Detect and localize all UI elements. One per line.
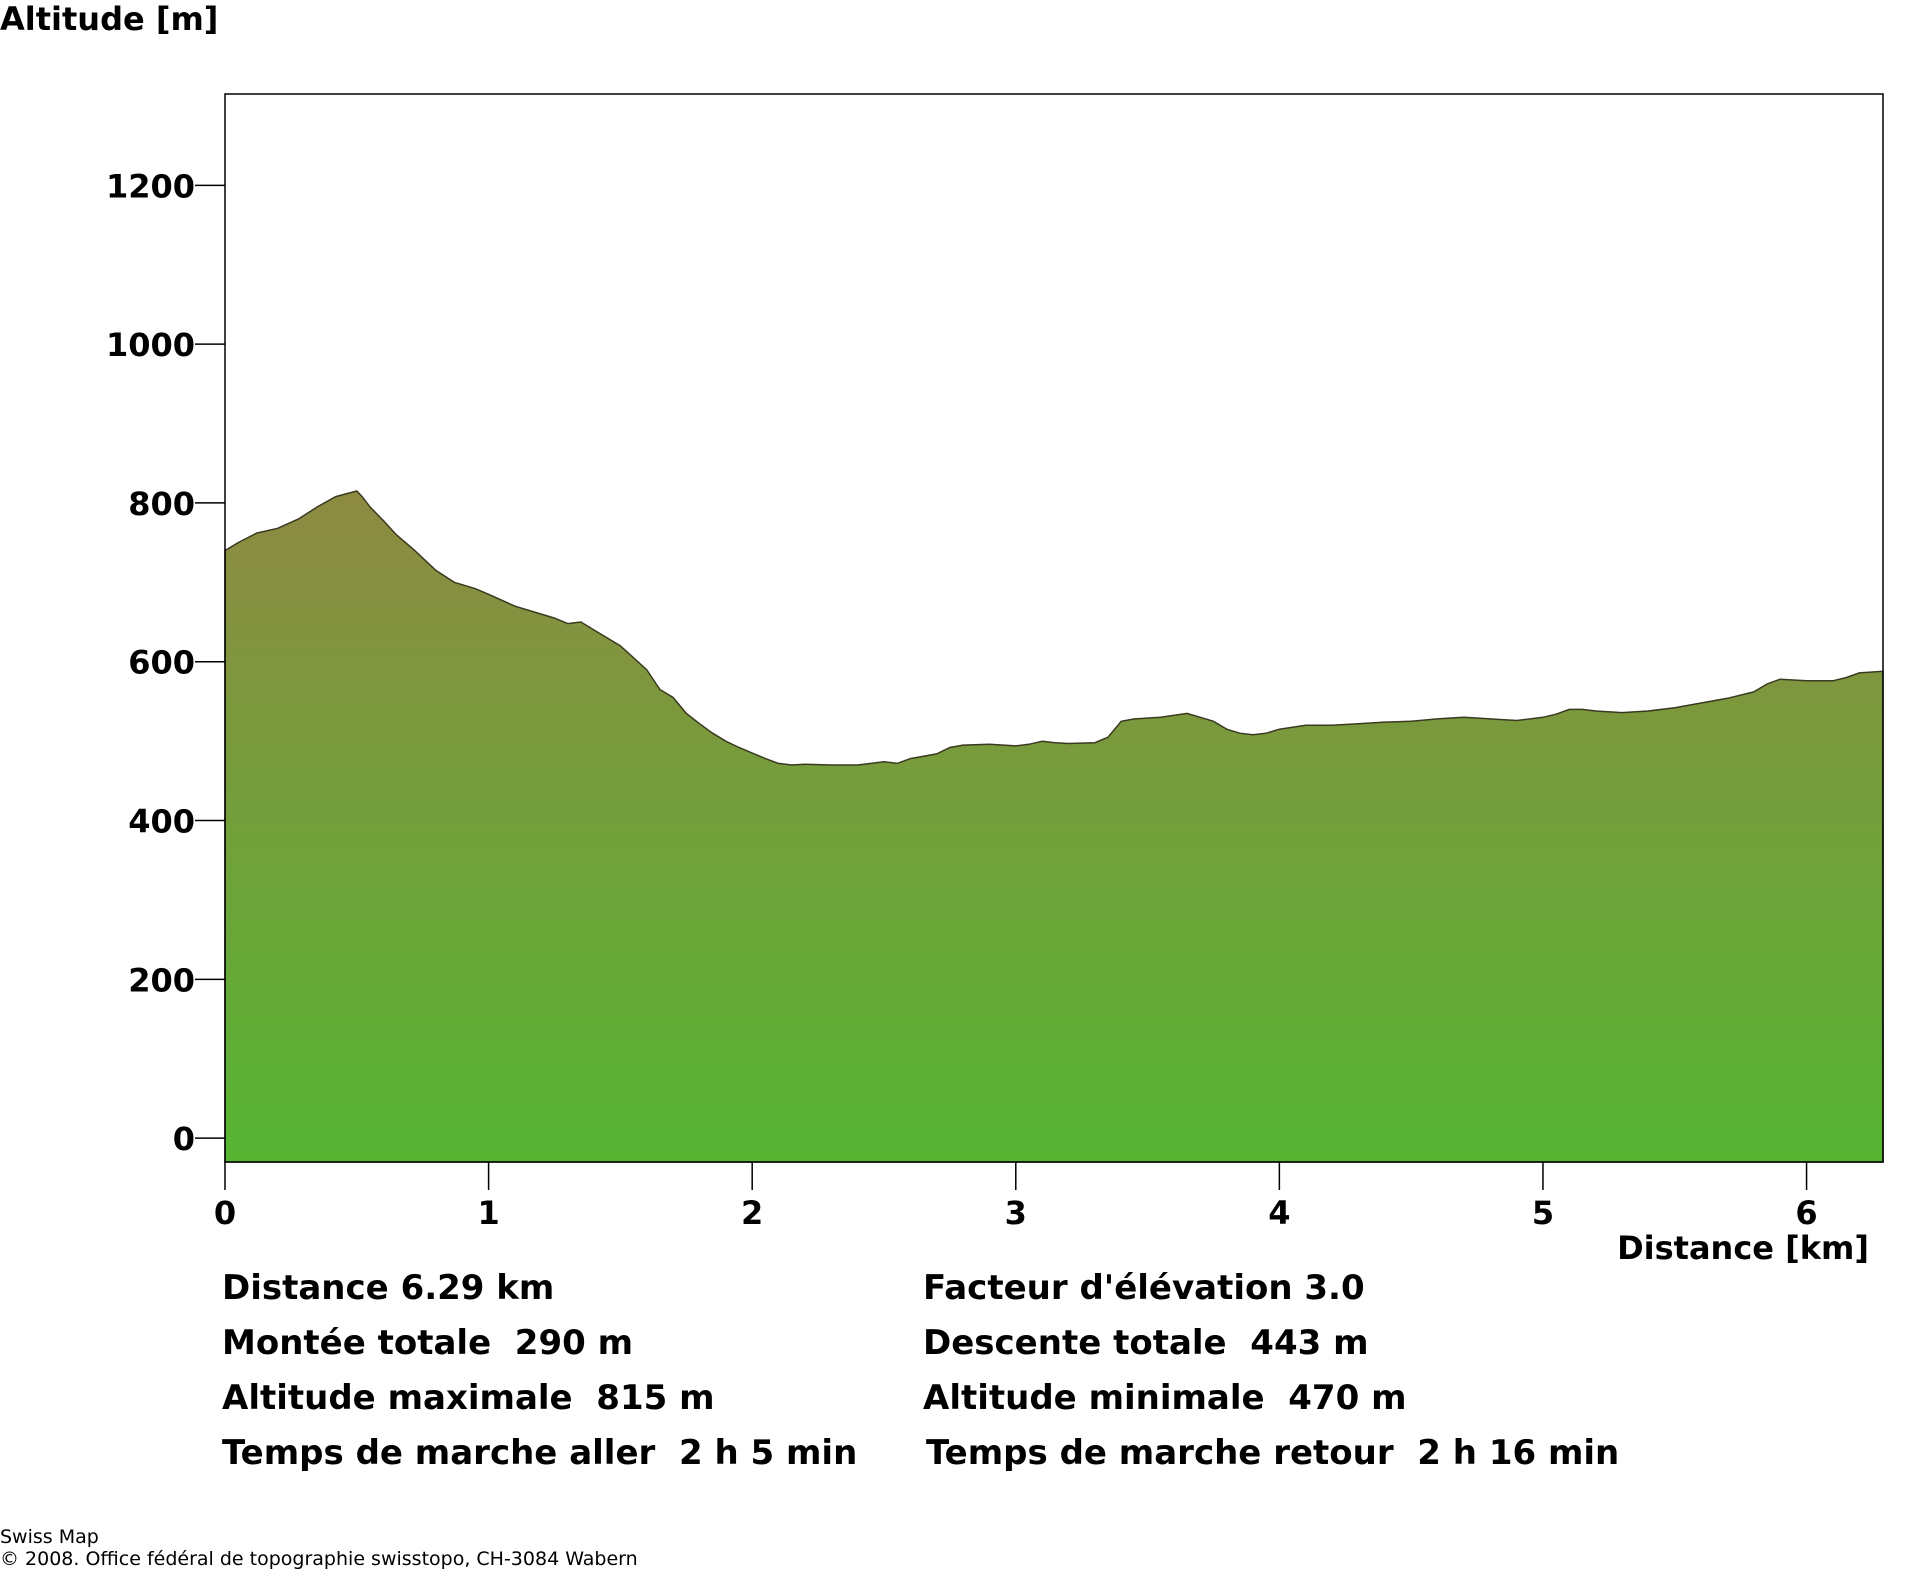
stat-elevation-factor: Facteur d'élévation 3.0 (923, 1268, 1365, 1308)
stat-max-altitude: Altitude maximale 815 m (222, 1378, 715, 1418)
stat-walk-time-out: Temps de marche aller 2 h 5 min (222, 1433, 858, 1473)
footer-copyright: © 2008. Office fédéral de topographie sw… (0, 1548, 638, 1570)
y-tick-label: 400 (128, 803, 195, 841)
x-tick-label: 4 (1268, 1194, 1290, 1232)
x-tick-label: 6 (1795, 1194, 1817, 1232)
x-tick-label: 0 (214, 1194, 236, 1232)
y-tick-label: 1200 (106, 167, 195, 205)
stat-walk-time-back: Temps de marche retour 2 h 16 min (926, 1433, 1620, 1473)
y-tick-label: 200 (128, 961, 195, 999)
elevation-profile-chart: 0 200 400 600 800 1000 1200 0 1 2 3 4 5 6 Altitude [… (0, 0, 1884, 1267)
elevation-area (224, 490, 1884, 1163)
y-tick-label: 600 (128, 644, 195, 682)
y-tick-label: 0 (173, 1120, 195, 1158)
stat-distance: Distance 6.29 km (222, 1268, 555, 1308)
y-axis-label: Altitude [m] (0, 0, 218, 38)
x-tick-label: 1 (477, 1194, 499, 1232)
stat-total-ascent: Montée totale 290 m (222, 1323, 634, 1363)
plot-frame (224, 93, 1884, 1163)
footer-brand: Swiss Map (0, 1526, 99, 1548)
stat-min-altitude: Altitude minimale 470 m (923, 1378, 1407, 1418)
x-tick-label: 2 (741, 1194, 763, 1232)
x-axis-label: Distance [km] (1617, 1229, 1869, 1267)
y-tick-label: 800 (128, 485, 195, 523)
x-tick-label: 5 (1532, 1194, 1554, 1232)
stat-total-descent: Descente totale 443 m (923, 1323, 1369, 1363)
x-axis: 0 1 2 3 4 5 6 (214, 1162, 1818, 1232)
x-tick-label: 3 (1005, 1194, 1027, 1232)
y-tick-label: 1000 (106, 326, 195, 364)
y-axis: 0 200 400 600 800 1000 1200 (106, 167, 225, 1158)
